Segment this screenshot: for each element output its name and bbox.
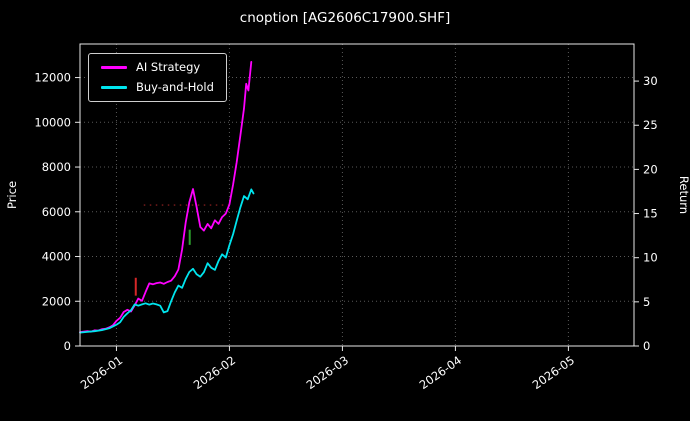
x-tick-label: 2026-05	[530, 353, 577, 392]
right-tick-label: 30	[643, 74, 658, 88]
left-tick-label: 4000	[42, 250, 71, 264]
plot-frame	[79, 43, 635, 347]
ai-strategy-line	[79, 61, 253, 334]
right-tick-label: 15	[643, 207, 658, 221]
right-tick-label: 10	[643, 251, 658, 265]
series-lines	[79, 61, 255, 334]
legend-item-ai-strategy: AI Strategy	[101, 60, 214, 74]
left-tick-label: 12000	[34, 71, 71, 85]
legend-label-ai-strategy: AI Strategy	[136, 60, 201, 74]
right-tick-label: 20	[643, 162, 658, 176]
legend-item-buy-and-hold: Buy-and-Hold	[101, 79, 214, 94]
x-tick-label: 2026-02	[191, 353, 238, 392]
right-tick-label: 0	[643, 339, 650, 353]
buy-and-hold-line-swatch	[101, 85, 127, 89]
right-axis-label: Return	[677, 176, 690, 214]
left-tick-label: 6000	[42, 205, 71, 219]
right-tick-label: 5	[643, 295, 650, 309]
signal-annotations	[134, 204, 233, 296]
left-tick-label: 8000	[42, 160, 71, 174]
axis-ticks: 0 2000 4000 6000 8000 10000 12000 0 5 10 15 20 25 30 2…	[34, 71, 657, 392]
ai-strategy-line-swatch	[101, 66, 127, 70]
legend: AI Strategy Buy-and-Hold	[88, 53, 227, 102]
left-tick-label: 0	[64, 339, 71, 353]
left-tick-label: 2000	[42, 294, 71, 308]
buy-and-hold-line	[79, 188, 255, 334]
left-axis-label: Price	[5, 181, 19, 209]
left-tick-label: 10000	[34, 115, 71, 129]
right-tick-label: 25	[643, 118, 658, 132]
x-tick-label: 2026-04	[417, 353, 464, 392]
x-tick-label: 2026-01	[78, 353, 125, 392]
x-tick-label: 2026-03	[304, 353, 351, 392]
chart-title: cnoption [AG2606C17900.SHF]	[240, 10, 450, 26]
legend-label-buy-and-hold: Buy-and-Hold	[136, 79, 214, 94]
